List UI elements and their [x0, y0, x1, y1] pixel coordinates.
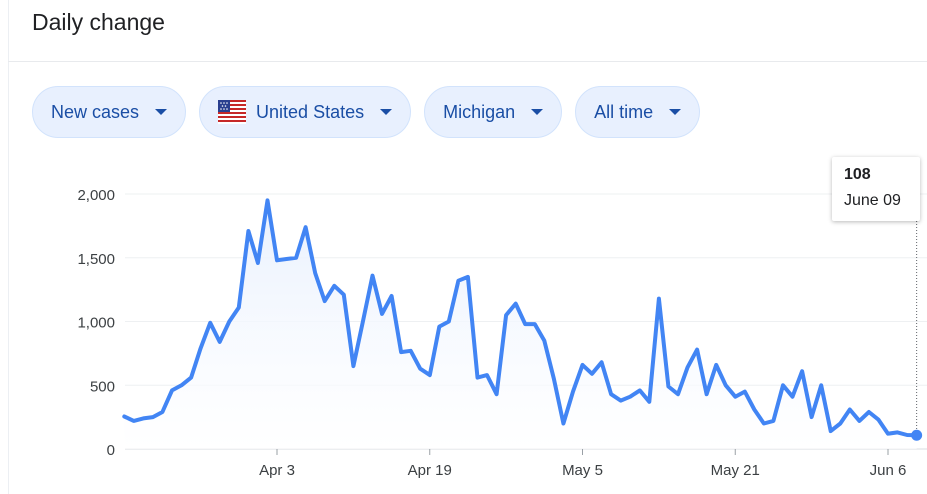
- highlight-point: [911, 429, 923, 441]
- series-area: [124, 200, 917, 449]
- region-dropdown[interactable]: Michigan: [424, 86, 563, 138]
- time-range-dropdown-label: All time: [594, 101, 654, 122]
- region-dropdown-label: Michigan: [443, 101, 516, 122]
- x-tick-label: Apr 19: [408, 462, 452, 479]
- tooltip-value: 108: [844, 166, 871, 183]
- y-tick-label: 500: [90, 378, 115, 395]
- series-line: [122, 198, 919, 438]
- country-dropdown-label: United States: [256, 101, 365, 122]
- metric-dropdown[interactable]: New cases: [32, 86, 187, 138]
- us-flag-icon: [218, 100, 247, 124]
- y-tick-label: 2,000: [77, 187, 115, 204]
- left-rule: [8, 0, 9, 494]
- caret-down-icon: [380, 109, 393, 115]
- x-tick-label: May 21: [711, 462, 760, 479]
- filter-bar: New cases United States Michigan All tim…: [32, 86, 701, 138]
- x-tick-label: Apr 3: [259, 462, 295, 479]
- page-title: Daily change: [32, 9, 165, 35]
- x-tick-label: May 5: [562, 462, 603, 479]
- x-tick-label: Jun 6: [870, 462, 907, 479]
- chart-tooltip: 108 June 09: [832, 157, 920, 221]
- caret-down-icon: [669, 109, 682, 115]
- metric-dropdown-label: New cases: [51, 101, 140, 122]
- time-range-dropdown[interactable]: All time: [575, 86, 701, 138]
- y-tick-label: 1,500: [77, 251, 115, 268]
- header-divider: [8, 61, 927, 62]
- y-tick-label: 1,000: [77, 315, 115, 332]
- country-dropdown[interactable]: United States: [199, 86, 412, 138]
- caret-down-icon: [531, 109, 544, 115]
- caret-down-icon: [155, 109, 168, 115]
- tooltip-date: June 09: [844, 192, 901, 209]
- y-tick-label: 0: [107, 442, 115, 459]
